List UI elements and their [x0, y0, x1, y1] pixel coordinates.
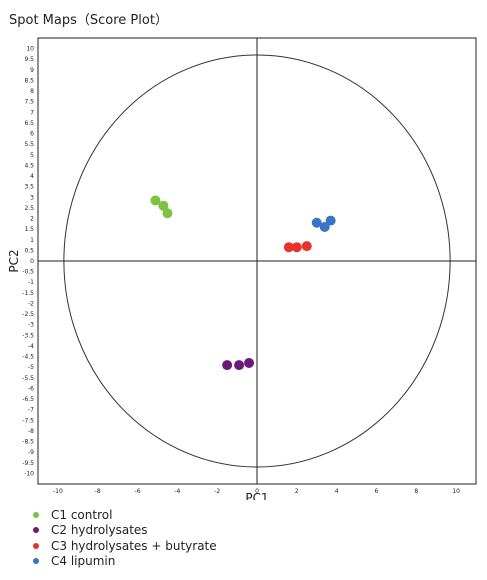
- legend-dot-icon: [33, 511, 39, 518]
- x-tick-label: 0: [255, 488, 259, 495]
- y-tick-label: 10: [26, 46, 34, 53]
- legend-dot-icon: [33, 558, 39, 565]
- y-tick-label: -3.5: [22, 332, 34, 339]
- y-tick-label: -7.5: [22, 417, 34, 424]
- legend-item: C4 lipumin: [33, 554, 217, 570]
- legend-label: C2 hydrolysates: [51, 523, 148, 538]
- chart-title: Spot Maps（Score Plot）: [9, 13, 168, 28]
- y-tick-label: 3: [30, 194, 34, 201]
- x-tick-label: 8: [414, 488, 418, 495]
- y-tick-label: -9: [28, 449, 34, 456]
- y-tick-label: -4.5: [22, 354, 34, 361]
- y-tick-label: -0.5: [22, 269, 34, 276]
- y-tick-label: 9: [30, 67, 34, 74]
- legend-label: C4 lipumin: [51, 554, 116, 569]
- y-tick-label: 0: [30, 258, 34, 265]
- x-tick-label: 10: [452, 488, 460, 495]
- data-point: [158, 200, 169, 211]
- x-tick-label: 4: [335, 488, 339, 495]
- y-tick-label: -9.5: [22, 460, 34, 467]
- y-tick-label: -8.5: [22, 439, 34, 446]
- y-tick-label: 4.5: [24, 162, 34, 169]
- legend-label: C1 control: [51, 507, 113, 522]
- y-tick-label: 9.5: [24, 56, 34, 63]
- y-tick-label: 6: [30, 131, 34, 138]
- y-tick-label: 4: [30, 173, 34, 180]
- data-point: [301, 241, 312, 252]
- y-tick-label: -8: [28, 428, 34, 435]
- legend-item: C3 hydrolysates + butyrate: [33, 538, 217, 554]
- data-point: [150, 195, 161, 206]
- y-tick-label: -6.5: [22, 396, 34, 403]
- y-tick-label: -1.5: [22, 290, 34, 297]
- legend-item: C2 hydrolysates: [33, 523, 217, 539]
- x-axis-label: PC1: [245, 491, 268, 500]
- x-tick-label: -4: [174, 488, 180, 495]
- y-tick-label: 6.5: [24, 120, 34, 127]
- y-tick-label: -10: [24, 470, 34, 477]
- y-tick-label: 8: [30, 88, 34, 95]
- legend: C1 control C2 hydrolysates C3 hydrolysates…: [33, 507, 217, 569]
- data-point: [244, 357, 255, 368]
- x-tick-label: -8: [95, 488, 101, 495]
- y-tick-label: 7.5: [24, 99, 34, 106]
- x-tick-label: 2: [295, 488, 299, 495]
- legend-dot-icon: [33, 542, 39, 549]
- x-tick-labels: -10 -8 -6 -4 -2 0 2 4 6 8 10: [53, 488, 460, 495]
- y-tick-label: -7: [28, 407, 34, 414]
- data-point: [311, 217, 322, 228]
- x-tick-label: -2: [214, 488, 220, 495]
- y-tick-label: -2: [28, 300, 34, 307]
- y-axis-label: PC2: [7, 249, 21, 272]
- data-point: [234, 360, 245, 371]
- y-tick-label: 5: [30, 152, 34, 159]
- y-tick-labels: 10 9.5 9 8.5 8 7.5 7 6.5 6 5.5 5 4.5 4 3.5 3 2.5 2 1.5 1 0.…: [22, 46, 34, 478]
- data-point: [319, 222, 330, 233]
- data-point: [222, 360, 233, 371]
- data-points: [150, 195, 336, 371]
- y-tick-label: -4: [28, 343, 34, 350]
- x-tick-label: -6: [135, 488, 141, 495]
- data-point: [325, 215, 336, 226]
- y-tick-label: 2: [30, 216, 34, 223]
- data-point: [283, 242, 294, 253]
- y-tick-label: 1.5: [24, 226, 34, 233]
- x-tick-label: 6: [375, 488, 379, 495]
- legend-label: C3 hydrolysates + butyrate: [51, 538, 217, 553]
- x-tick-label: -10: [53, 488, 63, 495]
- y-tick-label: -3: [28, 322, 34, 329]
- score-plot: -10 -8 -6 -4 -2 0 2 4 6 8 10 109.598.587.576.565.5…: [7, 37, 477, 500]
- y-tick-label: -5: [28, 364, 34, 371]
- y-tick-label: 2.5: [24, 205, 34, 212]
- data-point: [291, 242, 302, 253]
- data-point: [162, 208, 173, 219]
- y-tick-label: -5.5: [22, 375, 34, 382]
- y-tick-label: 8.5: [24, 77, 34, 84]
- y-tick-label: -6: [28, 385, 34, 392]
- y-tick-label: 3.5: [24, 184, 34, 191]
- y-tick-label: -1: [28, 279, 34, 286]
- y-tick-label: 7: [30, 109, 34, 116]
- y-tick-label: 0.5: [24, 247, 34, 254]
- y-tick-label: -2.5: [22, 311, 34, 318]
- y-tick-label: 5.5: [24, 141, 34, 148]
- legend-item: C1 control: [33, 507, 217, 523]
- legend-dot-icon: [33, 527, 39, 534]
- y-tick-label: 1: [30, 237, 34, 244]
